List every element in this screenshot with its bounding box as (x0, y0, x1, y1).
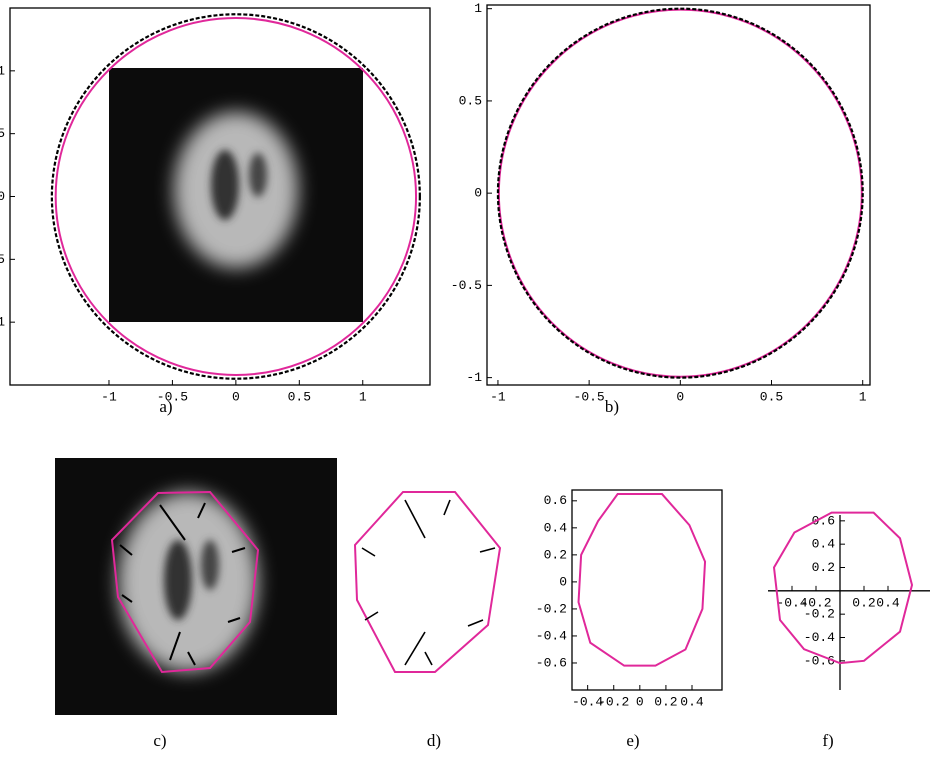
y-tick-label: -1 (466, 370, 482, 385)
x-tick-label: 0.5 (288, 389, 311, 404)
y-tick-label: 0.2 (812, 560, 835, 575)
y-tick-label: 0 (559, 574, 567, 589)
x-tick-label: 0.2 (852, 595, 875, 610)
x-tick-label: 0 (232, 389, 240, 404)
y-tick-label: 0 (0, 189, 5, 204)
y-tick-label: -0.4 (536, 628, 567, 643)
caption: c) (153, 731, 166, 750)
x-tick-label: -0.5 (157, 389, 188, 404)
x-tick-label: 0 (676, 389, 684, 404)
y-tick-label: -1 (0, 315, 5, 330)
caption: f) (822, 731, 833, 750)
x-tick-label: 1 (359, 389, 367, 404)
y-tick-label: 0.4 (544, 520, 568, 535)
y-tick-label: 0.4 (812, 537, 836, 552)
y-tick-label: 0.2 (544, 547, 567, 562)
y-tick-label: -0.4 (804, 630, 835, 645)
scan-image-c (55, 458, 337, 715)
caption: d) (427, 731, 441, 750)
x-tick-label: -1 (490, 389, 506, 404)
figure: c)d)a)-1-0.500.51-1-0.500.51b)-1-0.500.5… (0, 0, 933, 760)
y-tick-label: -0.2 (804, 607, 835, 622)
x-tick-label: 0.4 (876, 595, 900, 610)
y-tick-label: -0.6 (536, 655, 567, 670)
plot-frame (487, 5, 870, 385)
y-tick-label: 0.6 (544, 493, 567, 508)
y-tick-label: -0.5 (0, 252, 5, 267)
y-tick-label: 1 (474, 1, 482, 16)
y-tick-label: 0 (474, 186, 482, 201)
contour-d (355, 492, 500, 672)
circle-curve (499, 10, 862, 377)
x-tick-label: -0.2 (598, 694, 629, 709)
page: c)d)a)-1-0.500.51-1-0.500.51b)-1-0.500.5… (0, 0, 933, 760)
y-tick-label: 0.5 (0, 126, 5, 141)
caption: e) (626, 731, 639, 750)
x-tick-label: 1 (859, 389, 867, 404)
x-tick-label: 0.5 (760, 389, 783, 404)
plot-frame (572, 490, 722, 690)
contour-line (774, 513, 912, 664)
x-tick-label: -1 (101, 389, 117, 404)
contour-line (579, 494, 706, 666)
caption: b) (605, 397, 619, 416)
x-tick-label: 0.2 (654, 694, 677, 709)
y-tick-label: -0.5 (451, 278, 482, 293)
x-tick-label: -0.5 (574, 389, 605, 404)
x-tick-label: 0.4 (680, 694, 704, 709)
scan-image-a (109, 68, 363, 322)
x-tick-label: 0 (636, 694, 644, 709)
y-tick-label: 1 (0, 63, 5, 78)
y-tick-label: 0.5 (459, 93, 482, 108)
y-tick-label: -0.2 (536, 601, 567, 616)
